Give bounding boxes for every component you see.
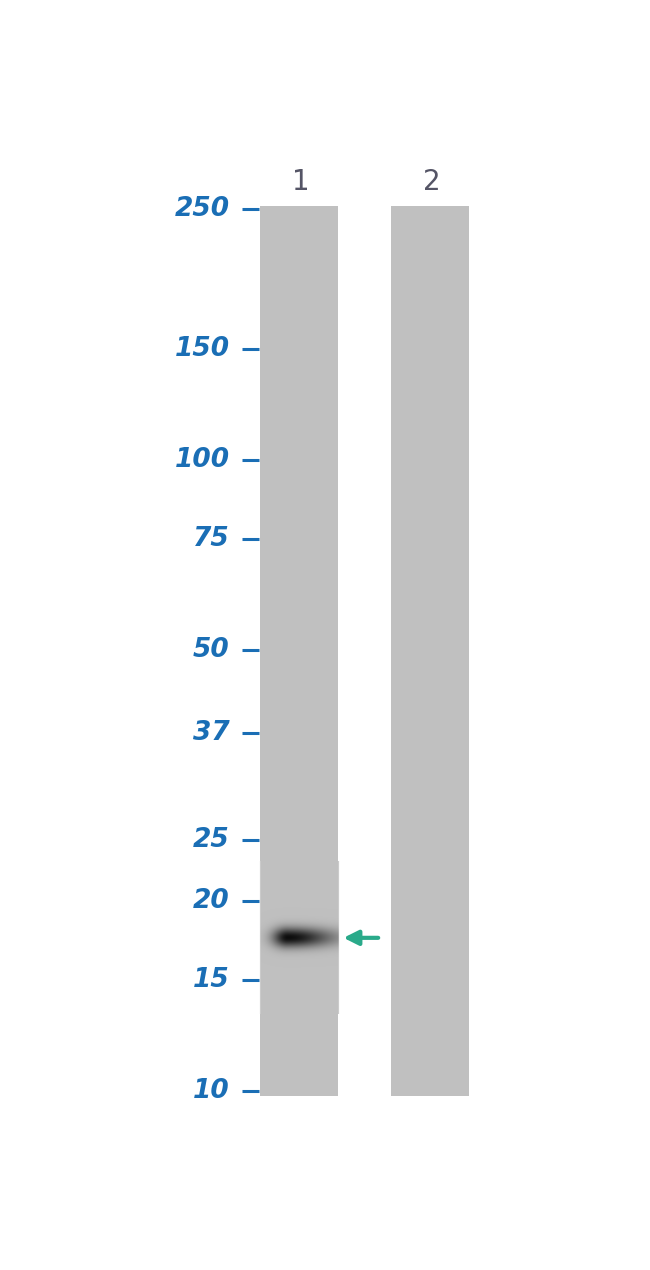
- Text: 20: 20: [193, 888, 230, 914]
- Text: 2: 2: [422, 168, 440, 196]
- Bar: [260, 206, 338, 1096]
- Text: 50: 50: [193, 638, 230, 663]
- Text: 100: 100: [175, 447, 230, 474]
- Text: 10: 10: [193, 1078, 230, 1104]
- Text: 75: 75: [193, 526, 230, 552]
- Text: 150: 150: [175, 337, 230, 362]
- Bar: [391, 206, 469, 1096]
- Text: 25: 25: [193, 827, 230, 853]
- Text: 1: 1: [292, 168, 309, 196]
- Text: 37: 37: [193, 720, 230, 745]
- Text: 15: 15: [193, 966, 230, 993]
- Text: 250: 250: [175, 196, 230, 222]
